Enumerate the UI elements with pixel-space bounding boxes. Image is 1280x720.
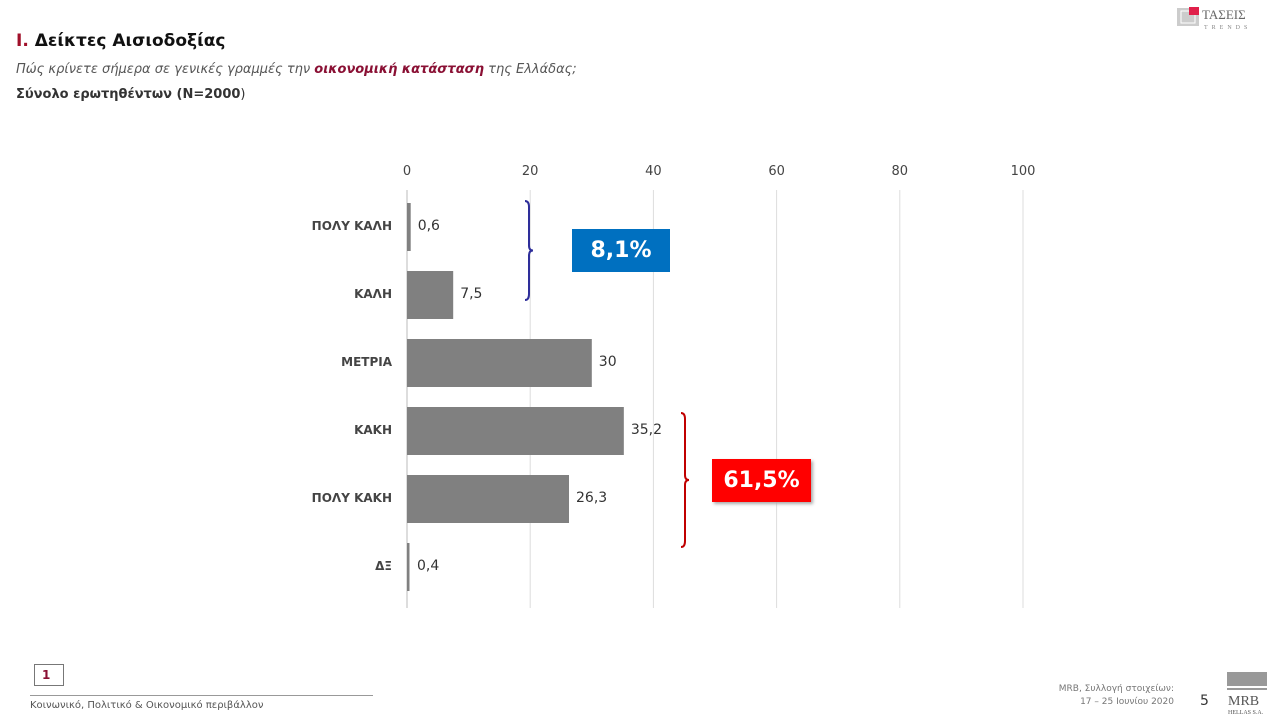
section-number-box: 1 [34,664,64,686]
page-number: 5 [1200,693,1209,709]
category-label: ΔΞ [375,559,392,573]
question-text: Πώς κρίνετε σήμερα σε γενικές γραμμές τη… [16,62,577,77]
x-tick-label: 40 [645,164,662,179]
tasies-trends-logo: ΤΑΣΕΙΣ TRENDS [1177,7,1251,31]
x-tick-label: 20 [521,164,539,179]
data-label: 7,5 [460,286,483,302]
bar [407,475,570,523]
brace-bracket [680,412,690,548]
svg-text:TRENDS: TRENDS [1204,25,1251,31]
annotation-positive-total: 8,1% [572,229,670,272]
category-label: ΠΟΛΥ ΚΑΚΗ [311,491,392,505]
bar [407,543,410,591]
category-label: ΜΕΤΡΙΑ [341,355,392,369]
page-title: I. Δείκτες Αισιοδοξίας [16,31,225,51]
category-label: ΠΟΛΥ ΚΑΛΗ [311,219,392,233]
x-tick-label: 80 [891,164,909,179]
x-tick-label: 60 [768,164,785,179]
x-tick-label: 100 [1010,164,1036,179]
title-text: Δείκτες Αισιοδοξίας [34,31,226,51]
title-number: I. [16,31,29,51]
brace-bracket [524,200,534,301]
bar [407,271,454,319]
bar [407,339,592,387]
svg-text:MRB: MRB [1228,694,1259,709]
footer-divider [30,695,373,696]
data-label: 35,2 [630,422,662,438]
category-label: ΚΑΛΗ [354,287,392,301]
section-title: Κοινωνικό, Πολιτικό & Οικονομικό περιβάλ… [30,700,264,711]
data-label: 0,6 [417,218,440,234]
category-label: ΚΑΚΗ [354,423,392,437]
x-tick-label: 0 [402,164,412,179]
svg-text:ΤΑΣΕΙΣ: ΤΑΣΕΙΣ [1202,7,1246,22]
data-label: 30 [598,354,617,370]
annotation-negative-total: 61,5% [712,459,811,502]
sample-text: Σύνολο ερωτηθέντων (N=2000) [16,87,246,102]
source-note: MRB, Συλλογή στοιχείων: 17 – 25 Ιουνίου 2… [1058,684,1174,707]
mrb-logo: MRB HELLAS S.A. [1227,672,1267,716]
bar [407,203,411,251]
svg-text:HELLAS S.A.: HELLAS S.A. [1228,710,1264,716]
bar [407,407,624,455]
data-label: 0,4 [417,558,440,574]
data-label: 26,3 [576,490,608,506]
